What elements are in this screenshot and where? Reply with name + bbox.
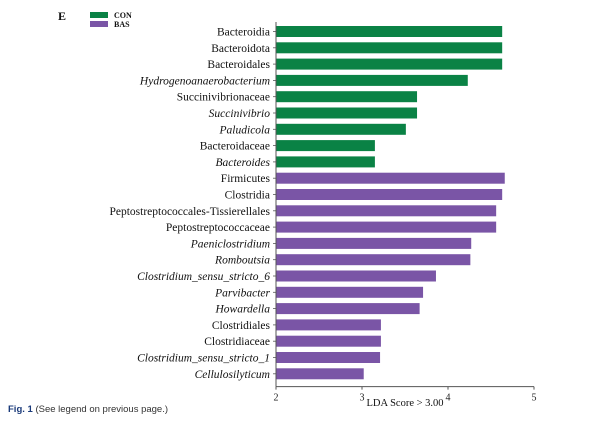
bar-label: Paeniclostridium bbox=[190, 238, 270, 250]
bar-label: Peptostreptococcales-Tissierellales bbox=[109, 206, 270, 218]
bar-label: Paludicola bbox=[219, 124, 271, 136]
bar-label: Hydrogenoanaerobacterium bbox=[139, 75, 270, 87]
bar-label: Bacteroidota bbox=[211, 43, 270, 55]
bar bbox=[276, 205, 497, 217]
bar bbox=[276, 319, 381, 331]
bar bbox=[276, 221, 497, 233]
bar bbox=[276, 26, 503, 37]
x-axis: 2 3 4 5 bbox=[274, 22, 537, 404]
bar bbox=[276, 74, 468, 86]
legend-label-bas: BAS bbox=[114, 20, 130, 29]
legend-swatch-bas bbox=[90, 21, 108, 27]
bar bbox=[276, 368, 364, 380]
bar-label: Clostridiales bbox=[212, 320, 271, 332]
bar-label: Clostridium_sensu_stricto_1 bbox=[137, 353, 270, 365]
bar bbox=[276, 123, 406, 135]
figure-number: Fig. 1 bbox=[8, 404, 33, 415]
bar bbox=[276, 140, 375, 152]
bar bbox=[276, 42, 503, 54]
bar-label: Romboutsia bbox=[214, 255, 270, 267]
bar bbox=[276, 303, 420, 315]
bars: Bacteroidia Bacteroidota Bacteroidales Hydr… bbox=[109, 26, 505, 381]
bar-label: Bacteroidia bbox=[217, 27, 270, 39]
bar bbox=[276, 286, 424, 298]
bar-label: Peptostreptococcaceae bbox=[166, 222, 270, 234]
panel-label: E bbox=[58, 9, 66, 23]
bar bbox=[276, 189, 503, 200]
bar-label: Succinivibrio bbox=[209, 108, 271, 120]
bar-label: Firmicutes bbox=[221, 173, 271, 185]
x-tick-label: 5 bbox=[532, 393, 537, 404]
bar bbox=[276, 91, 418, 103]
bar bbox=[276, 270, 436, 282]
caption-text: (See legend on previous page.) bbox=[35, 404, 169, 415]
bar bbox=[276, 254, 471, 266]
bar-label: Succinivibrionaceae bbox=[177, 92, 270, 104]
bar-label: Howardella bbox=[214, 304, 270, 316]
bar bbox=[276, 237, 472, 249]
bar-label: Clostridium_sensu_stricto_6 bbox=[137, 271, 270, 283]
bar-label: Clostridiaceae bbox=[204, 336, 270, 348]
bar-label: Bacteroidales bbox=[207, 59, 270, 71]
x-tick-label: 2 bbox=[274, 393, 279, 404]
bar bbox=[276, 107, 418, 119]
legend-swatch-con bbox=[90, 12, 108, 18]
bar bbox=[276, 58, 503, 70]
x-tick-label: 4 bbox=[446, 393, 451, 404]
legend-label-con: CON bbox=[114, 11, 132, 20]
bar-label: Clostridia bbox=[225, 190, 270, 202]
figure-caption: Fig. 1 (See legend on previous page.) bbox=[8, 404, 168, 415]
bar-label: Parvibacter bbox=[214, 287, 270, 299]
x-tick-label: 3 bbox=[360, 393, 365, 404]
bar bbox=[276, 352, 381, 363]
bar-label: Bacteroidaceae bbox=[200, 141, 270, 153]
bar-label: Bacteroides bbox=[215, 157, 270, 169]
bar bbox=[276, 335, 381, 347]
bar bbox=[276, 172, 505, 184]
bar-label: Cellulosilyticum bbox=[195, 369, 270, 381]
x-axis-label: LDA Score > 3.00 bbox=[366, 398, 443, 409]
bar bbox=[276, 156, 375, 168]
